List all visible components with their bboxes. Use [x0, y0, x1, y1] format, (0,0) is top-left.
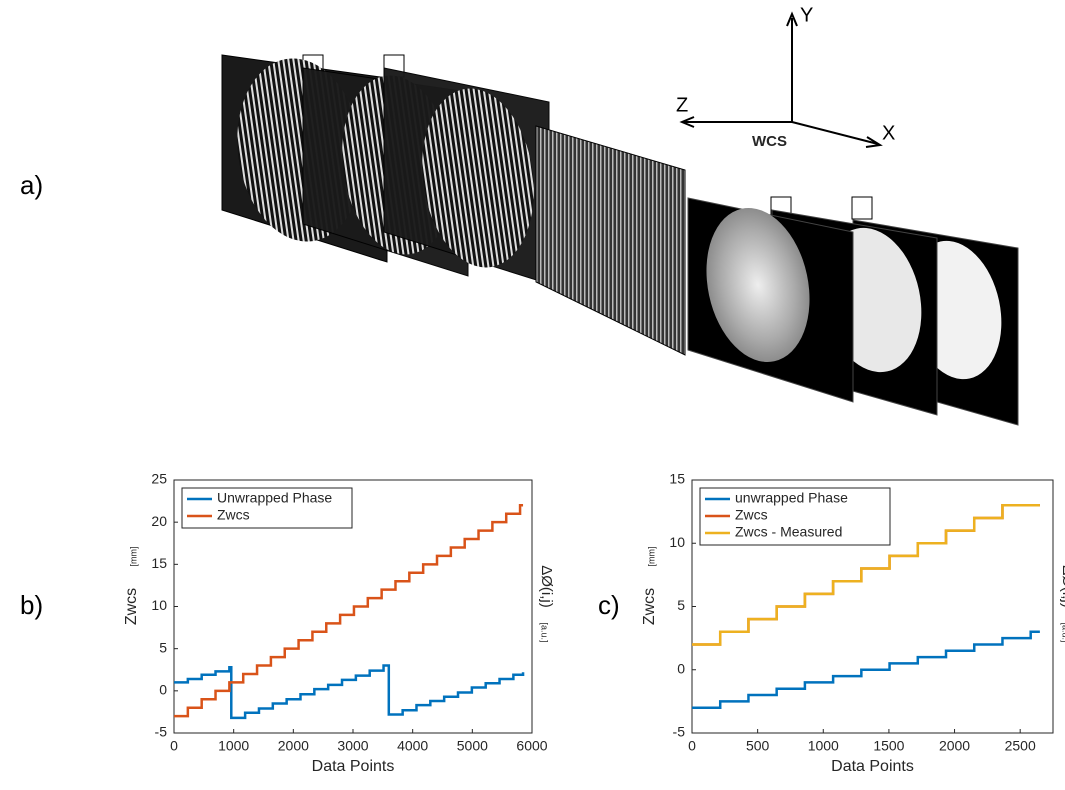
x-tick-label: 3000 — [337, 738, 368, 754]
x-tick-label: 4000 — [397, 738, 428, 754]
y-axis-unit: [mm] — [646, 547, 656, 567]
y-tick-label: 5 — [159, 639, 167, 655]
x-tick-label: 500 — [746, 738, 770, 754]
x-tick-label: 0 — [688, 738, 696, 754]
series-line — [174, 504, 524, 718]
series-line — [692, 504, 1040, 646]
x-tick-label: 1000 — [218, 738, 249, 754]
x-tick-label: 2000 — [939, 738, 970, 754]
panel-label: b) — [20, 590, 43, 620]
y-tick-label: 0 — [159, 682, 167, 698]
legend-box — [181, 487, 353, 529]
panel-label: c) — [598, 590, 620, 620]
x-tick-label: 2000 — [278, 738, 309, 754]
x-axis-label: Data Points — [831, 758, 914, 775]
x-tick-label: 1500 — [873, 738, 904, 754]
panel-label: a) — [20, 170, 43, 200]
series-line — [692, 630, 1040, 709]
legend-label: unwrapped Phase — [735, 490, 848, 506]
legend-label: Unwrapped Phase — [217, 490, 332, 506]
x-axis-label: Data Points — [312, 758, 395, 775]
y-tick-label: 15 — [151, 555, 167, 571]
y-tick-label: 20 — [151, 513, 167, 529]
axis-label: Z — [676, 94, 688, 116]
y-tick-label: 10 — [669, 534, 685, 550]
y-axis-label: Zwcs — [123, 588, 140, 625]
y-axis-label-group: Zwcs [mm] — [641, 547, 658, 626]
plot-frame — [173, 479, 533, 734]
y-tick-label: 15 — [669, 471, 685, 487]
x-tick-label: 5000 — [457, 738, 488, 754]
y2-axis-label-group: ΔØ(i,j) [a.u.] — [538, 565, 555, 642]
legend-label: Zwcs — [217, 507, 250, 523]
wcs-label: WCS — [752, 133, 787, 150]
y-axis-label: Zwcs — [641, 588, 658, 625]
legend-label: Zwcs - Measured — [735, 524, 842, 540]
y-tick-label: 0 — [677, 660, 685, 676]
x-tick-label: 6000 — [516, 738, 547, 754]
legend-box — [699, 487, 891, 546]
y-tick-label: 5 — [677, 597, 685, 613]
y2-axis-label: ΔØ(i,j) — [1059, 565, 1065, 608]
axis-label: Y — [800, 4, 813, 26]
plot-frame — [691, 479, 1054, 734]
y2-axis-label: ΔØ(i,j) — [538, 565, 555, 608]
y2-axis-label-group: ΔØ(i,j) [a.u.] — [1059, 565, 1065, 642]
y-tick-label: -5 — [155, 724, 168, 740]
x-tick-label: 2500 — [1005, 738, 1036, 754]
series-line — [174, 664, 525, 720]
y-tick-label: 25 — [151, 471, 167, 487]
y-axis-unit: [mm] — [128, 547, 138, 567]
y-axis-label-group: Zwcs [mm] — [123, 547, 140, 626]
axis-label: X — [882, 122, 895, 144]
diagram: Y Z X WCS — [221, 4, 1019, 426]
y-tick-label: -5 — [673, 724, 686, 740]
y2-axis-unit: [a.u.] — [1061, 623, 1065, 643]
legend-label: Zwcs — [735, 507, 768, 523]
y-tick-label: 10 — [151, 597, 167, 613]
x-tick-label: 1000 — [808, 738, 839, 754]
y2-axis-unit: [a.u.] — [540, 623, 550, 643]
x-tick-label: 0 — [170, 738, 178, 754]
